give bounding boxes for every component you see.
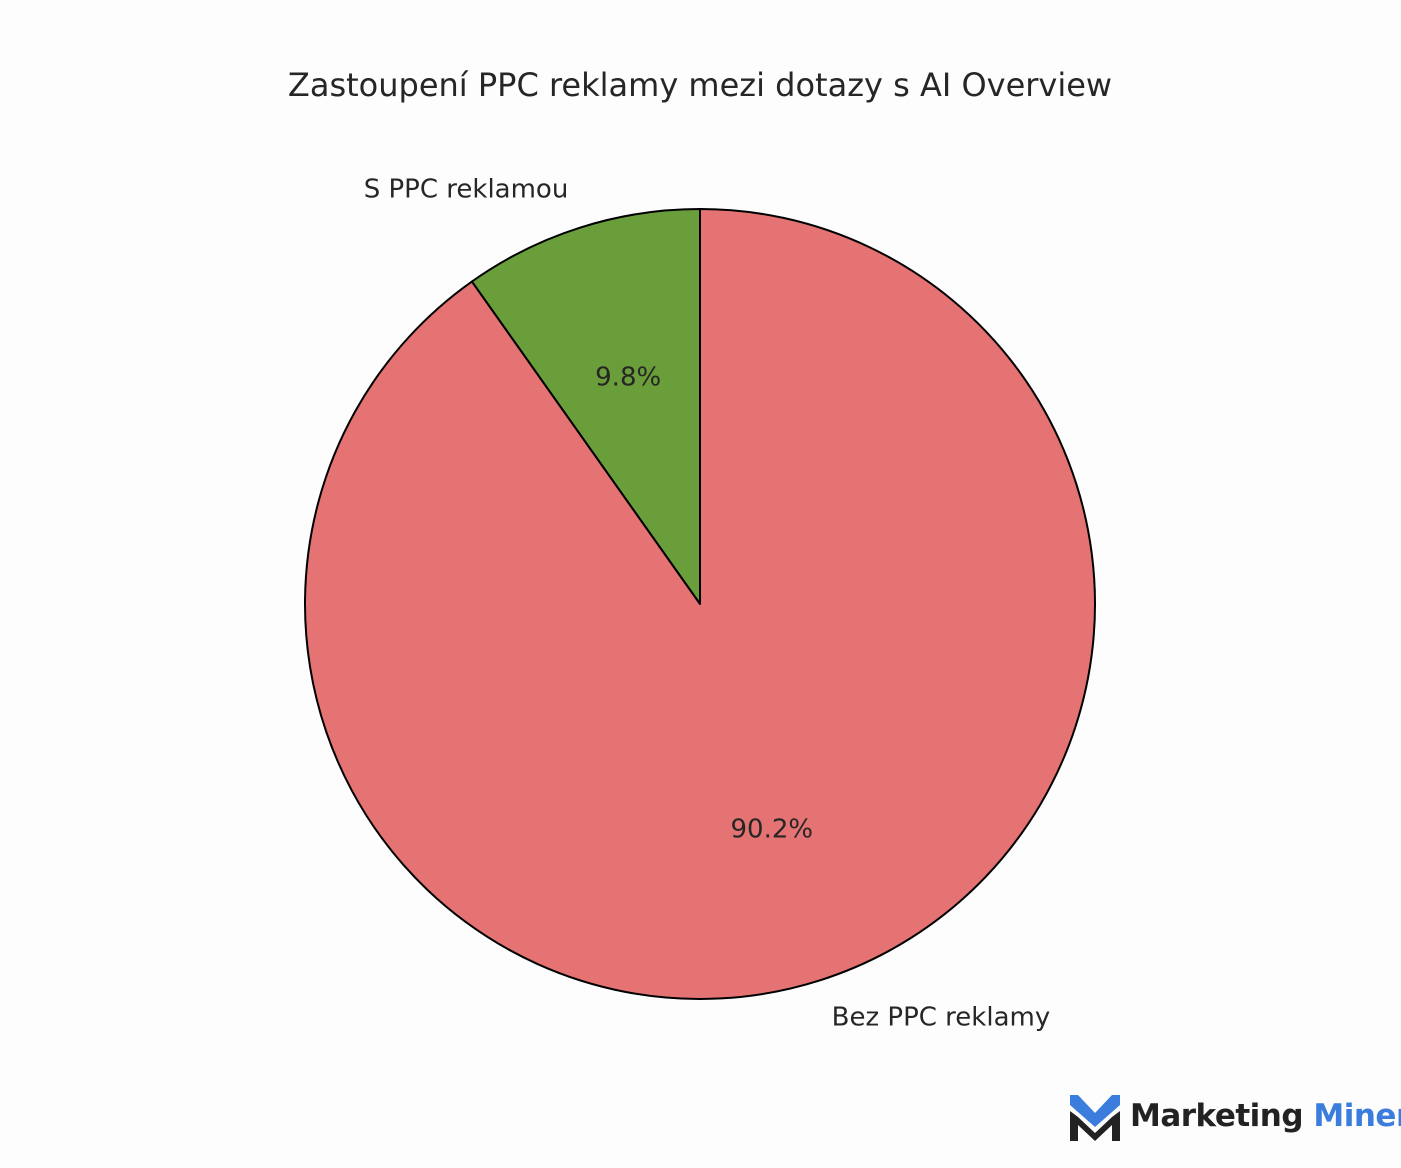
chart-title: Zastoupení PPC reklamy mezi dotazy s AI …	[288, 66, 1112, 104]
slice-label-1: S PPC reklamou	[364, 174, 569, 204]
marketing-miner-logo: Marketing Miner	[1068, 1088, 1401, 1144]
slice-label-2: Bez PPC reklamy	[832, 1003, 1051, 1033]
logo-word-marketing: Marketing	[1130, 1098, 1304, 1134]
pie-labels: S PPC reklamou 9.8% Bez PPC reklamy 90.2%	[364, 174, 1050, 1032]
pie-slice-1	[470, 208, 701, 605]
pie-slices	[304, 208, 1096, 1000]
logo-word-miner: Miner	[1313, 1098, 1401, 1134]
logo-wordmark: Marketing Miner	[1130, 1098, 1401, 1134]
slice-pct-label-1: 9.8%	[595, 363, 661, 393]
marketing-miner-m-icon	[1070, 1095, 1120, 1141]
pie-slice-2	[304, 208, 1096, 1000]
slice-pct-label-2: 90.2%	[731, 814, 814, 844]
